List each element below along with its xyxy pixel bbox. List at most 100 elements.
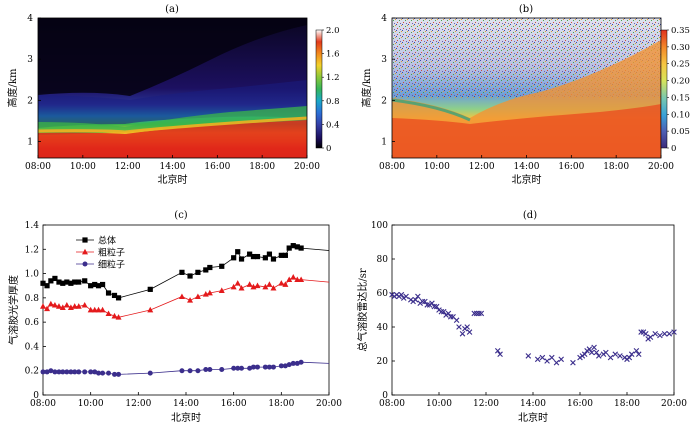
data-point xyxy=(63,301,70,308)
data-point xyxy=(68,369,74,375)
x-tick-label: 16:00 xyxy=(567,399,593,409)
panel-a-yellow-band xyxy=(38,116,307,134)
data-point xyxy=(76,369,82,375)
data-point xyxy=(44,305,51,312)
data-point xyxy=(647,334,654,340)
data-point xyxy=(40,280,46,286)
data-point xyxy=(116,371,122,377)
data-point xyxy=(422,298,428,305)
data-point xyxy=(433,303,440,310)
data-point xyxy=(478,310,485,317)
data-point xyxy=(194,293,201,300)
data-point xyxy=(431,303,438,310)
y-tick-label: 40 xyxy=(377,323,389,333)
data-point xyxy=(235,249,241,255)
data-point xyxy=(494,348,501,354)
data-point xyxy=(64,279,70,285)
data-point xyxy=(56,369,62,375)
data-point xyxy=(218,287,225,293)
x-tick-label: 16:00 xyxy=(558,162,584,172)
data-point xyxy=(471,310,478,317)
data-point xyxy=(207,264,213,271)
data-point xyxy=(52,275,58,282)
data-point xyxy=(147,370,153,376)
data-point xyxy=(666,331,673,337)
panel-b-colorbar-ticks: 0 0.05 0.10 0.15 0.20 0.25 0.30 0.35 xyxy=(667,26,690,154)
panel-a-green-layer xyxy=(38,106,307,135)
y-tick-label: 20 xyxy=(377,357,389,367)
data-point xyxy=(419,298,426,305)
data-point xyxy=(255,364,260,370)
x-axis-title: 北京时 xyxy=(518,411,548,424)
data-point xyxy=(635,351,642,357)
x-tick-label: 10:00 xyxy=(70,162,96,172)
data-point xyxy=(254,282,261,289)
data-point xyxy=(607,354,614,361)
x-tick-label: 12:00 xyxy=(473,399,499,409)
y-tick-label: 1.2 xyxy=(25,245,39,255)
y-tick-label: 0.2 xyxy=(25,367,39,377)
data-point xyxy=(100,370,106,376)
data-point xyxy=(75,303,82,309)
data-point xyxy=(64,369,70,375)
data-point xyxy=(59,304,66,310)
colorbar-tick-label: 0.4 xyxy=(326,120,340,130)
data-point xyxy=(282,363,288,369)
data-point xyxy=(147,286,153,292)
data-point xyxy=(398,291,405,298)
x-tick-label: 16:00 xyxy=(204,162,230,172)
data-point xyxy=(207,367,213,372)
y-axis-title: 高度/km xyxy=(6,68,19,107)
x-tick-label: 14:00 xyxy=(173,399,199,409)
data-point xyxy=(298,245,304,251)
data-point xyxy=(278,280,285,286)
panel-d: (d) 08:00 10:00 12:00 14:00 16:00 18:00 20:000… xyxy=(356,210,687,424)
data-point xyxy=(246,281,253,287)
data-point xyxy=(68,280,74,286)
data-point xyxy=(95,306,102,313)
data-point xyxy=(105,310,112,317)
x-tick-label: 14:00 xyxy=(160,162,186,172)
data-point xyxy=(415,293,421,300)
data-point xyxy=(179,368,185,374)
data-point xyxy=(179,269,185,275)
x-tick-label: 20:00 xyxy=(661,399,687,409)
y-tick-label: 2 xyxy=(381,96,387,106)
data-point xyxy=(549,354,555,361)
data-point xyxy=(661,331,668,337)
data-point xyxy=(82,369,88,375)
data-point xyxy=(96,370,102,376)
y-tick-label: 0.6 xyxy=(25,318,40,328)
data-point xyxy=(588,349,595,356)
x-tick-label: 18:00 xyxy=(249,162,275,172)
x-tick-label: 12:00 xyxy=(469,162,495,172)
data-point xyxy=(99,306,106,313)
data-point xyxy=(290,360,296,366)
data-point xyxy=(544,358,550,364)
data-point xyxy=(56,279,62,285)
data-point xyxy=(453,317,460,323)
data-point xyxy=(278,252,284,258)
colorbar-tick-label: 0 xyxy=(326,144,331,154)
data-point xyxy=(657,332,663,339)
data-point xyxy=(424,302,431,308)
data-point xyxy=(612,351,619,357)
data-point xyxy=(231,365,237,371)
data-point xyxy=(294,276,301,283)
panel-d-label: (d) xyxy=(523,210,537,221)
panel-b-axes: 08:00 10:00 12:00 14:00 16:00 18:00 20:00 1 2 3 4 北… xyxy=(360,14,674,186)
data-point xyxy=(581,351,588,357)
data-point xyxy=(671,329,677,335)
data-point xyxy=(187,297,194,303)
data-point xyxy=(92,281,98,288)
colorbar-tick-label: 0.25 xyxy=(671,60,690,70)
y-tick-label: 100 xyxy=(371,221,388,231)
panel-d-axes: 08:00 10:00 12:00 14:00 16:00 18:00 20:00 0 20 40… xyxy=(356,221,687,424)
x-tick-label: 18:00 xyxy=(614,399,640,409)
data-point xyxy=(266,364,272,370)
data-point xyxy=(652,331,658,337)
x-tick-label: 14:00 xyxy=(520,399,546,409)
data-point xyxy=(48,368,54,374)
data-point xyxy=(596,353,602,359)
